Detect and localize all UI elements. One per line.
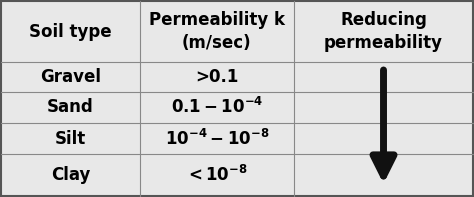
Text: Soil type: Soil type (29, 22, 112, 41)
Text: Clay: Clay (51, 166, 90, 184)
Text: Silt: Silt (55, 130, 86, 148)
Text: >0.1: >0.1 (195, 68, 238, 86)
Text: Sand: Sand (47, 98, 94, 116)
Text: $\mathbf{0.1 - 10^{-4}}$: $\mathbf{0.1 - 10^{-4}}$ (171, 97, 263, 117)
Text: $\mathbf{<10^{-8}}$: $\mathbf{<10^{-8}}$ (185, 165, 248, 185)
Text: Permeability k
(m/sec): Permeability k (m/sec) (149, 11, 285, 52)
Text: $\mathbf{10^{-4} - 10^{-8}}$: $\mathbf{10^{-4} - 10^{-8}}$ (164, 129, 269, 149)
Text: Reducing
permeability: Reducing permeability (324, 11, 443, 52)
Text: Gravel: Gravel (40, 68, 101, 86)
